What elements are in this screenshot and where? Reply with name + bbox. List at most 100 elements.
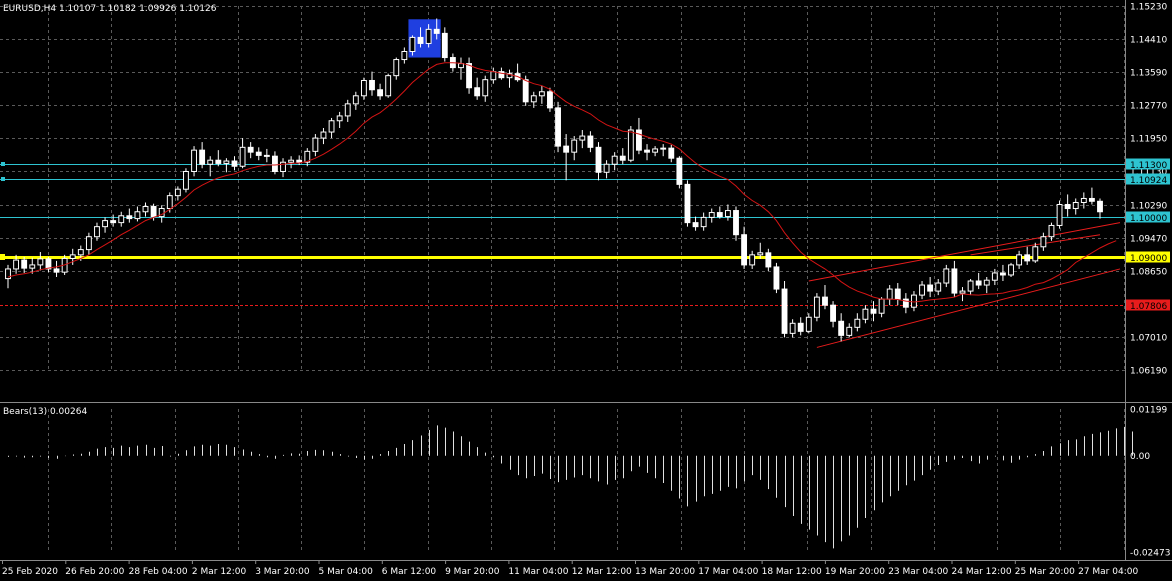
candle: [692, 216, 699, 231]
candle: [587, 131, 594, 153]
price-axis-labels: 1.15230 1.14410 1.13590 1.12770 1.11950 1.111…: [1130, 3, 1167, 377]
price-tick-label: 1.08650: [1130, 267, 1167, 277]
candle: [733, 206, 739, 241]
candle: [1016, 250, 1023, 269]
candle-body: [668, 147, 675, 159]
candle: [538, 85, 545, 104]
candle: [716, 206, 723, 219]
candle-body: [967, 280, 974, 292]
candle: [183, 168, 189, 193]
candle: [393, 57, 400, 80]
candle-body: [5, 268, 11, 280]
candle-body: [959, 290, 966, 294]
indicator-info: Bears(13) 0.00264: [3, 407, 87, 417]
candle-body: [886, 288, 893, 300]
candle-body: [894, 288, 901, 300]
candle-body: [45, 258, 52, 270]
candle: [636, 117, 642, 155]
candle-body: [797, 322, 804, 332]
candle-body: [522, 79, 529, 103]
price-tick-label: 1.14410: [1130, 36, 1167, 46]
candle-body: [393, 59, 400, 77]
candle-body: [1080, 197, 1087, 203]
candle-body: [919, 284, 925, 296]
candle: [466, 57, 472, 94]
candle-body: [377, 89, 384, 97]
candle: [247, 142, 254, 159]
candle: [29, 257, 36, 274]
candle: [328, 117, 335, 139]
candle: [854, 313, 861, 332]
candle-body: [134, 211, 141, 220]
indicator-tick-label: 0.00: [1130, 452, 1150, 462]
candle: [320, 128, 327, 145]
red-level-tag-bg: [1126, 299, 1170, 311]
candle: [1097, 198, 1103, 219]
candle-body: [280, 161, 286, 172]
cyan-level-1-tag-text: 1.11300: [1130, 161, 1167, 171]
candle-body: [498, 71, 505, 79]
candle-body: [1072, 201, 1079, 210]
candle: [1048, 222, 1055, 241]
candle: [102, 217, 108, 233]
candle-body: [53, 268, 60, 273]
candle-body: [636, 129, 642, 151]
candle-body: [854, 318, 861, 328]
time-tick-label: 28 Feb 04:00: [129, 567, 188, 577]
time-tick-label: 19 Mar 20:00: [825, 567, 885, 577]
yellow-level-tag-text: 1.09000: [1130, 254, 1167, 264]
candle-body: [587, 135, 594, 148]
candle-body: [360, 79, 367, 97]
candle: [611, 152, 618, 171]
price-tick-label: 1.09470: [1130, 234, 1167, 244]
candle: [943, 264, 950, 288]
candle-body: [13, 259, 20, 270]
candle: [700, 212, 707, 231]
indicator-tick-label: 0.01199: [1130, 406, 1167, 416]
candle: [191, 146, 197, 177]
candle-body: [603, 163, 610, 173]
candle-body: [902, 298, 909, 308]
candle-body: [1056, 204, 1063, 226]
candle: [360, 77, 367, 100]
candle-body: [1040, 236, 1047, 248]
candle: [991, 268, 998, 286]
symbol-info: EURUSD,H4 1.10107 1.10182 1.09926 1.1012…: [3, 4, 217, 14]
candle-body: [838, 320, 845, 336]
candle: [773, 262, 780, 294]
candle: [142, 202, 149, 217]
candle: [174, 186, 181, 201]
candle-body: [700, 216, 707, 228]
candle-body: [862, 308, 869, 320]
candle-body: [749, 254, 756, 266]
candle-body: [1064, 204, 1071, 210]
candle-body: [199, 149, 206, 165]
price-tick-label: 1.06190: [1130, 367, 1167, 377]
candle-body: [369, 79, 375, 91]
candle-body: [644, 149, 650, 153]
candle-body: [296, 159, 303, 163]
candle-body: [878, 298, 885, 314]
candle-body: [943, 268, 950, 284]
candle-body: [1097, 200, 1103, 213]
candle-body: [142, 206, 149, 213]
candle: [967, 279, 974, 296]
candle: [919, 281, 925, 300]
candle-body: [85, 236, 92, 251]
candle-body: [1048, 224, 1055, 238]
candle-body: [692, 222, 699, 228]
candle-body: [660, 147, 667, 150]
cyan-level-1-tag: 1.11300: [1126, 158, 1170, 171]
candle: [482, 75, 489, 102]
trend-line: [808, 222, 1121, 282]
candle-body: [312, 137, 319, 152]
yellow-level-tag: 1.09000: [1126, 251, 1170, 264]
candle-body: [328, 120, 335, 133]
candle-body: [1000, 272, 1006, 276]
candle: [603, 160, 610, 179]
candle: [255, 147, 262, 161]
candle: [13, 254, 20, 274]
time-tick-label: 6 Mar 12:00: [382, 567, 437, 577]
time-tick-label: 24 Mar 12:00: [952, 567, 1012, 577]
